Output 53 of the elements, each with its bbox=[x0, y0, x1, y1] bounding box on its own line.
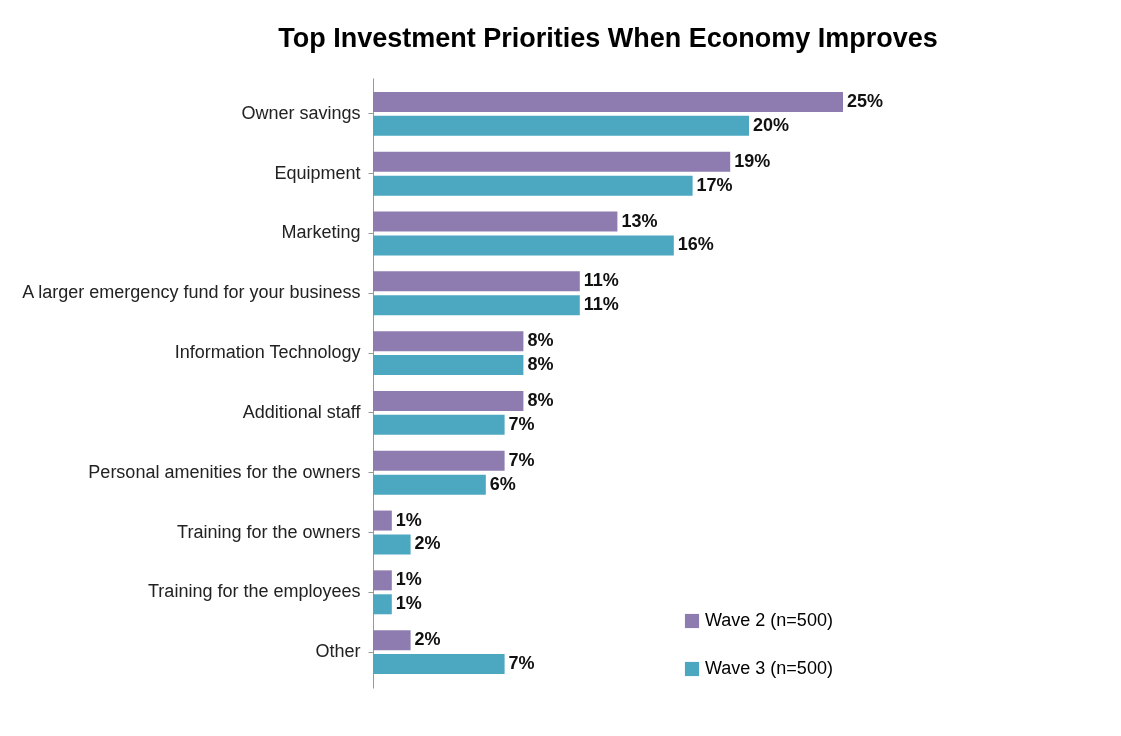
data-label: 7% bbox=[508, 449, 535, 470]
data-label: 25% bbox=[847, 90, 884, 111]
data-label: 2% bbox=[414, 629, 441, 650]
bar bbox=[373, 355, 524, 376]
data-label: 13% bbox=[621, 210, 658, 231]
bar bbox=[373, 534, 411, 555]
y-tick-label: Marketing bbox=[281, 222, 361, 243]
data-label: 16% bbox=[677, 234, 714, 255]
data-label: 7% bbox=[508, 413, 535, 434]
data-label: 1% bbox=[395, 593, 422, 614]
data-label: 17% bbox=[696, 174, 733, 195]
data-label: 1% bbox=[395, 509, 422, 530]
data-label: 20% bbox=[753, 114, 790, 135]
data-label: 7% bbox=[508, 653, 535, 674]
bar bbox=[373, 271, 580, 292]
data-label: 8% bbox=[527, 389, 554, 410]
y-tick-label: Information Technology bbox=[174, 342, 361, 363]
bar bbox=[373, 115, 749, 136]
y-tick-label: Training for the employees bbox=[148, 581, 361, 602]
bar bbox=[373, 331, 524, 352]
bar bbox=[373, 151, 731, 172]
chart-title: Top Investment Priorities When Economy Improves bbox=[278, 23, 938, 53]
bar bbox=[373, 91, 843, 112]
bar bbox=[373, 211, 618, 232]
y-tick-label: Training for the owners bbox=[177, 521, 361, 542]
data-label: 8% bbox=[527, 354, 554, 375]
y-tick-label: A larger emergency fund for your business bbox=[22, 282, 361, 303]
data-label: 11% bbox=[583, 270, 619, 291]
bar bbox=[373, 390, 524, 411]
data-label: 1% bbox=[395, 569, 422, 590]
data-label: 11% bbox=[583, 294, 619, 315]
legend-label: Wave 2 (n=500) bbox=[705, 610, 833, 630]
bar bbox=[373, 570, 392, 591]
y-tick-label: Personal amenities for the owners bbox=[88, 461, 361, 482]
bar bbox=[373, 630, 411, 651]
bar bbox=[373, 295, 580, 316]
bar bbox=[373, 594, 392, 615]
legend-label: Wave 3 (n=500) bbox=[705, 658, 833, 678]
y-tick-label: Owner savings bbox=[241, 102, 361, 123]
y-tick-label: Additional staff bbox=[242, 401, 362, 422]
bar bbox=[373, 474, 486, 495]
bar bbox=[373, 235, 674, 256]
bar bbox=[373, 175, 693, 196]
y-tick-label: Equipment bbox=[274, 162, 361, 183]
bar bbox=[373, 450, 505, 471]
bar bbox=[373, 414, 505, 435]
bar bbox=[373, 654, 505, 675]
data-label: 8% bbox=[527, 330, 554, 351]
data-label: 2% bbox=[414, 533, 441, 554]
data-label: 19% bbox=[734, 150, 771, 171]
data-label: 6% bbox=[489, 473, 516, 494]
bar bbox=[373, 510, 392, 531]
y-tick-label: Other bbox=[315, 641, 361, 662]
